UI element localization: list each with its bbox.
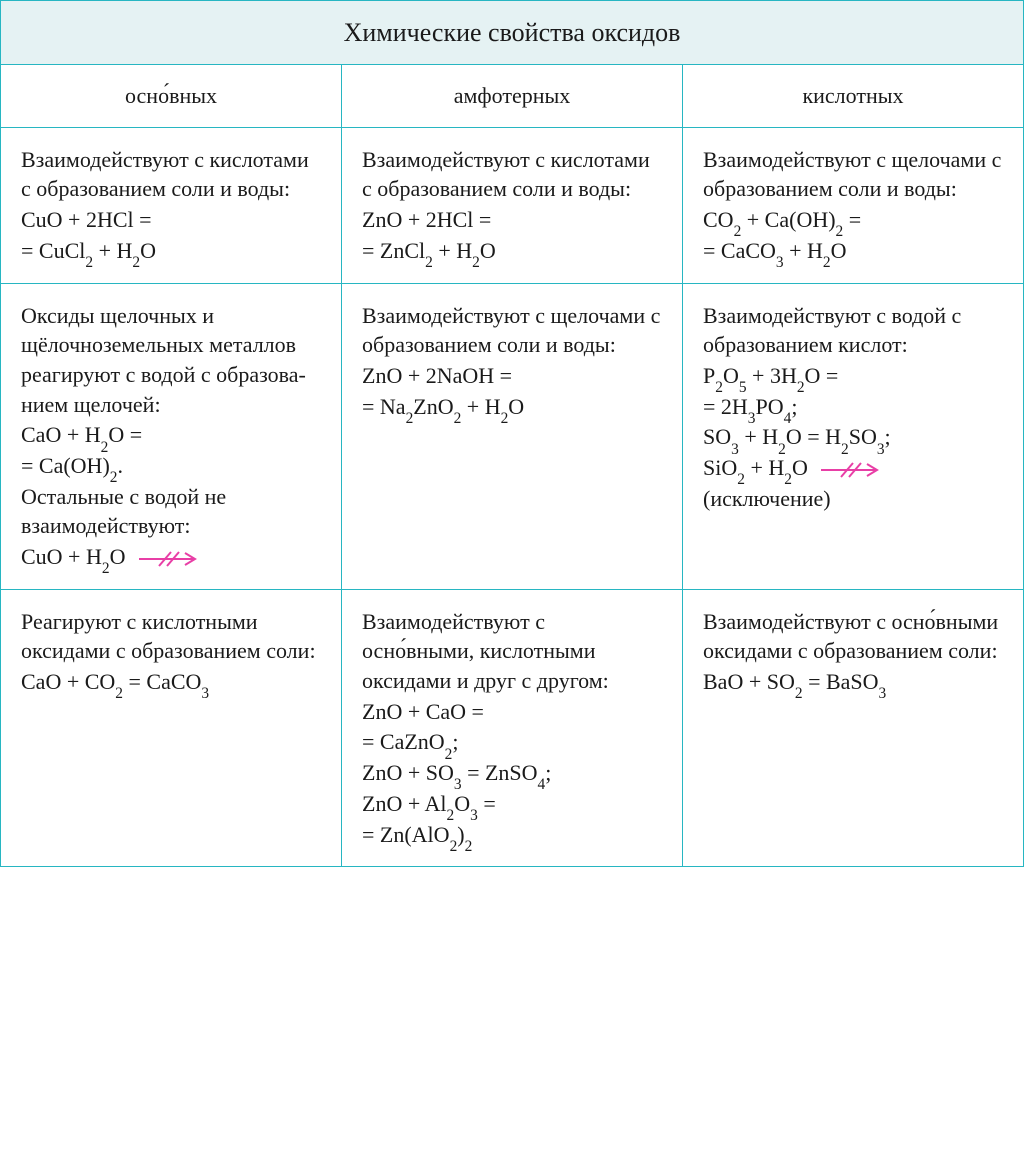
cell-amphoteric: Взаимодействуют с щелочами с образование… <box>342 283 683 589</box>
cell-text: Взаимодействуют с кислотами с обра­зован… <box>362 145 662 204</box>
col-header-acidic: кислотных <box>683 65 1024 128</box>
cell-basic: Оксиды щелочных и щёлочноземельных метал… <box>1 283 342 589</box>
table-row: Оксиды щелочных и щёлочноземельных метал… <box>1 283 1024 589</box>
formula-line: ZnO + CaO = <box>362 697 662 727</box>
no-reaction-line: SiO2 + H2O <box>703 453 1003 483</box>
cell-text: (исключение) <box>703 484 1003 514</box>
formula-line: CaO + CO2 = CaCO3 <box>21 667 321 697</box>
oxides-table: Химические свойства оксидов осно́вных ам… <box>0 0 1024 867</box>
formula-line: ZnO + SO3 = ZnSO4; <box>362 758 662 788</box>
cell-acidic: Взаимодействуют с щелочами с обра­зовани… <box>683 127 1024 283</box>
cell-text: Остальные с водой не взаимодейству­ют: <box>21 482 321 541</box>
cell-basic: Взаимодействуют с кислотами с обра­зован… <box>1 127 342 283</box>
formula-line: ZnO + 2NaOH = <box>362 361 662 391</box>
table-title-row: Химические свойства оксидов <box>1 1 1024 65</box>
no-reaction-line: CuO + H2O <box>21 542 321 572</box>
cell-text: Взаимодействуют с щелочами с образование… <box>362 301 662 360</box>
formula-line: = Na2ZnO2 + H2O <box>362 392 662 422</box>
formula-line: CO2 + Ca(OH)2 = <box>703 205 1003 235</box>
table-header-row: осно́вных амфотерных кислотных <box>1 65 1024 128</box>
formula-line: BaO + SO2 = BaSO3 <box>703 667 1003 697</box>
cell-text: Взаимодействуют с кислотами с обра­зован… <box>21 145 321 204</box>
cell-basic: Реагируют с кислот­ными оксидами с образ… <box>1 589 342 867</box>
cell-text: Взаимодействуют с щелочами с обра­зовани… <box>703 145 1003 204</box>
cell-text: Взаимодействуют с водой с образовани­ем … <box>703 301 1003 360</box>
formula-line: P2O5 + 3H2O = <box>703 361 1003 391</box>
formula-line: = Zn(AlO2)2 <box>362 820 662 850</box>
cell-text: Оксиды щелочных и щёлочноземельных метал… <box>21 301 321 420</box>
cell-text: Реагируют с кислот­ными оксидами с образ… <box>21 607 321 666</box>
formula-line: = Ca(OH)2. <box>21 451 321 481</box>
cell-amphoteric: Взаимодействуют с осно́вными, кислот­ным… <box>342 589 683 867</box>
formula-line: = ZnCl2 + H2O <box>362 236 662 266</box>
table-row: Реагируют с кислот­ными оксидами с образ… <box>1 589 1024 867</box>
col-header-amphoteric: амфотерных <box>342 65 683 128</box>
table-body: Взаимодействуют с кислотами с обра­зован… <box>1 127 1024 866</box>
table-row: Взаимодействуют с кислотами с обра­зован… <box>1 127 1024 283</box>
col-header-basic: осно́вных <box>1 65 342 128</box>
table-title: Химические свойства оксидов <box>1 1 1024 65</box>
formula-line: CaO + H2O = <box>21 420 321 450</box>
formula-line: = CuCl2 + H2O <box>21 236 321 266</box>
formula-line: CuO + 2HCl = <box>21 205 321 235</box>
cell-text: Взаимодействуют с осно́вными оксида­ми с… <box>703 607 1003 666</box>
formula-line: = CaCO3 + H2O <box>703 236 1003 266</box>
formula-line: = 2H3PO4; <box>703 392 1003 422</box>
cell-amphoteric: Взаимодействуют с кислотами с обра­зован… <box>342 127 683 283</box>
formula-line: ZnO + 2HCl = <box>362 205 662 235</box>
formula-line: ZnO + Al2O3 = <box>362 789 662 819</box>
cell-acidic: Взаимодействуют с осно́вными оксида­ми с… <box>683 589 1024 867</box>
cell-text: Взаимодействуют с осно́вными, кислот­ным… <box>362 607 662 696</box>
formula-line: = CaZnO2; <box>362 727 662 757</box>
cell-acidic: Взаимодействуют с водой с образовани­ем … <box>683 283 1024 589</box>
